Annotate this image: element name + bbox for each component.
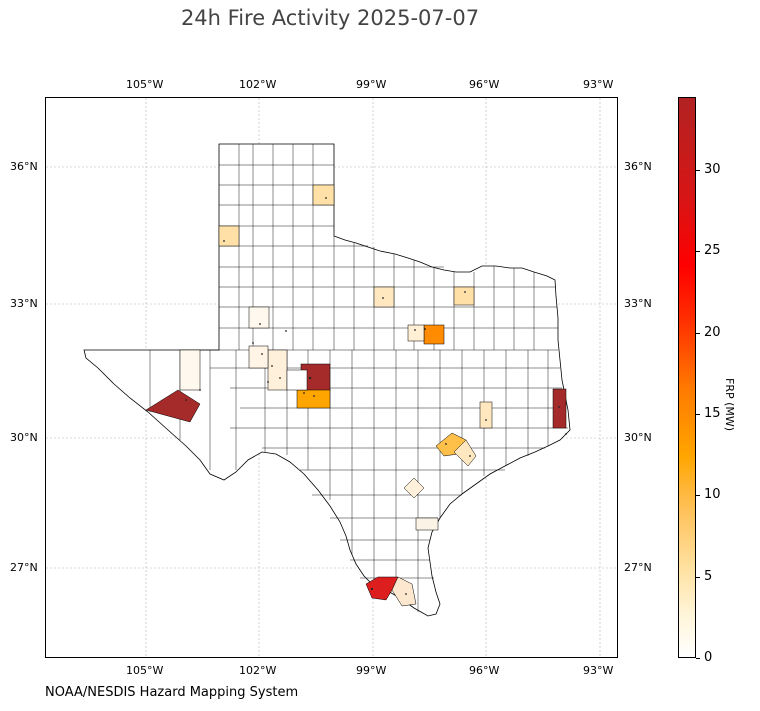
county-fire-lee (453, 439, 477, 467)
lat-tick-right-0: 36°N (624, 160, 652, 173)
lon-tick-top-2: 99°W (356, 78, 387, 91)
fire-detections (185, 197, 567, 595)
county-fire-robertson (479, 401, 493, 429)
county-fire-cameron (391, 576, 417, 607)
colorbar-tick-label: 25 (704, 243, 721, 259)
colorbar-tick-mark (696, 658, 700, 659)
county-fire-pecos-north (179, 349, 201, 391)
colorbar-tick-label: 20 (704, 324, 721, 340)
county-fire-midland (267, 349, 288, 391)
county-fire-jack (407, 324, 425, 342)
county-fire-irion (296, 389, 331, 409)
lon-tick-top-3: 96°W (469, 78, 500, 91)
lon-tick-top-4: 93°W (583, 78, 614, 91)
colorbar-tick-label: 5 (704, 568, 713, 584)
county-fire-culberson (145, 389, 201, 423)
lon-tick-bottom-0: 105°W (126, 664, 164, 677)
lon-tick-top-1: 102°W (239, 78, 277, 91)
colorbar-tick-label: 0 (704, 650, 713, 665)
lon-tick-bottom-1: 102°W (239, 664, 277, 677)
county-fire-calhoun (415, 517, 439, 531)
colorbar-label: FRP (MW) (723, 378, 736, 432)
county-fire-karnes (403, 477, 425, 499)
county-fire-newton (552, 388, 567, 429)
lat-tick-left-2: 30°N (10, 431, 38, 444)
county-fire-wilbarger (373, 286, 395, 308)
lat-tick-left-0: 36°N (10, 160, 38, 173)
lat-tick-right-3: 27°N (624, 561, 652, 574)
lat-tick-left-1: 33°N (10, 297, 38, 310)
lat-tick-right-1: 33°N (624, 297, 652, 310)
map-title: 24h Fire Activity 2025-07-07 (180, 6, 480, 30)
lon-tick-bottom-2: 99°W (356, 664, 387, 677)
lon-tick-bottom-4: 93°W (583, 664, 614, 677)
lat-tick-left-3: 27°N (10, 561, 38, 574)
county-fire-lubbock (248, 306, 270, 329)
fire-counties (145, 184, 567, 607)
lon-tick-top-0: 105°W (126, 78, 164, 91)
county-unburned (286, 369, 308, 391)
colorbar-tick-label: 30 (704, 162, 721, 178)
county-fire-ector (248, 345, 269, 369)
data-source-credit: NOAA/NESDIS Hazard Mapping System (45, 685, 299, 700)
colorbar-tick-mark (696, 170, 700, 172)
colorbar-tick-mark (696, 332, 700, 334)
colorbar-tick-mark (696, 576, 700, 578)
lat-tick-right-2: 30°N (624, 431, 652, 444)
frp-colorbar (678, 97, 696, 658)
county-fire-fannin (453, 286, 475, 306)
lon-tick-bottom-3: 96°W (469, 664, 500, 677)
colorbar-tick-mark (696, 251, 700, 253)
colorbar-tick-label: 10 (704, 487, 721, 503)
colorbar-tick-mark (696, 414, 700, 416)
colorbar-tick-label: 15 (704, 406, 721, 422)
county-fire-parker (423, 324, 445, 345)
county-fire-deaf-smith (218, 225, 240, 247)
county-fire-hutchinson (312, 184, 335, 206)
colorbar-tick-mark (696, 495, 700, 497)
